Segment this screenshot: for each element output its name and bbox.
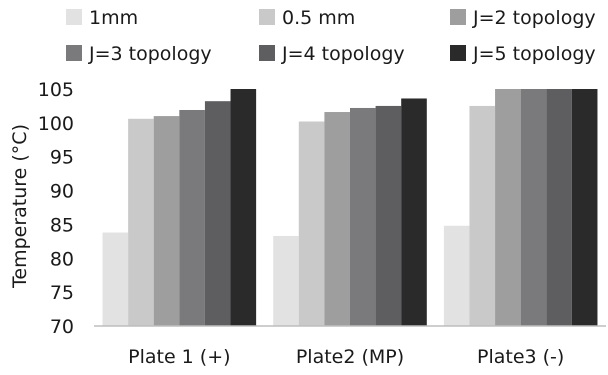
legend-swatch-6 (450, 45, 466, 61)
bar-2-6 (401, 98, 427, 326)
bar-3-5 (546, 89, 572, 326)
bar-2-5 (375, 105, 402, 327)
legend: 1mm 0.5 mm J=2 topology J=3 topology J=4 top… (66, 7, 596, 65)
bar-1-6 (230, 89, 257, 326)
bar-1-1 (102, 232, 129, 326)
bars (102, 89, 598, 327)
y-tick-label-4: 85 (50, 214, 74, 236)
legend-swatch-1 (66, 9, 82, 25)
legend-label-3: J=2 topology (472, 7, 596, 29)
bar-3-1 (443, 225, 470, 326)
legend-label-5: J=4 topology (281, 43, 405, 65)
y-tick-label-1: 70 (50, 316, 74, 338)
y-tick-label-8: 105 (38, 79, 74, 101)
legend-swatch-4 (66, 45, 82, 61)
bar-2-4 (350, 107, 376, 327)
x-tick-label-2: Plate2 (MP) (296, 346, 404, 368)
legend-label-6: J=5 topology (472, 43, 596, 65)
legend-label-4: J=3 topology (88, 43, 212, 65)
bar-2-2 (298, 121, 325, 326)
bar-1-2 (128, 118, 154, 326)
legend-swatch-3 (450, 9, 466, 25)
y-tick-label-6: 95 (50, 147, 74, 169)
y-tick-label-5: 90 (50, 181, 74, 203)
y-axis-title: Temperature (°C) (9, 124, 31, 289)
bar-2-1 (273, 235, 299, 326)
legend-label-2: 0.5 mm (282, 7, 355, 29)
bar-1-4 (179, 109, 205, 327)
y-tick-label-3: 80 (50, 248, 74, 270)
legend-swatch-2 (259, 9, 275, 25)
bar-1-3 (153, 116, 180, 326)
legend-swatch-5 (259, 45, 275, 61)
bar-3-2 (469, 105, 496, 327)
y-axis: 70 75 80 85 90 95 100 105 (38, 79, 74, 338)
legend-label-1: 1mm (89, 7, 138, 29)
bar-1-5 (204, 101, 231, 326)
bar-3-4 (520, 89, 547, 326)
y-tick-label-2: 75 (50, 282, 74, 304)
x-tick-label-3: Plate3 (-) (477, 346, 564, 368)
bar-2-3 (324, 112, 350, 327)
x-tick-label-1: Plate 1 (+) (128, 346, 230, 368)
x-axis: Plate 1 (+) Plate2 (MP) Plate3 (-) (94, 325, 606, 368)
bar-3-3 (495, 89, 521, 326)
bar-3-6 (571, 89, 598, 326)
y-tick-label-7: 100 (38, 113, 74, 135)
